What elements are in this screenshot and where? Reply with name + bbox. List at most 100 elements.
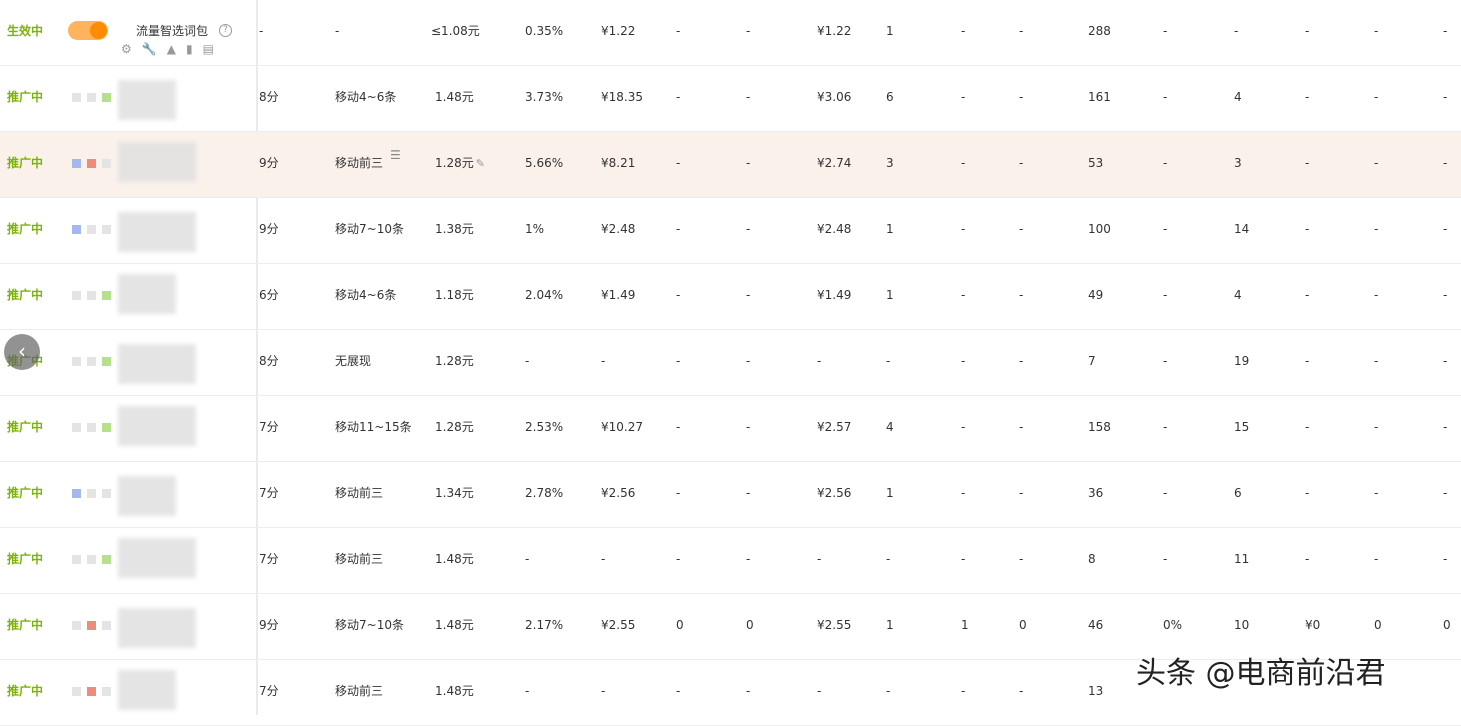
table-cell: -	[746, 264, 750, 329]
table-cell: -	[676, 24, 681, 38]
cell-text: -	[961, 552, 966, 566]
cell-text: -	[961, 90, 966, 104]
table-cell[interactable]: 1.28元	[435, 396, 474, 461]
marker-square	[87, 621, 96, 630]
cell-text: -	[676, 288, 681, 302]
table-cell: -	[259, 24, 264, 38]
cell-text: -	[601, 354, 606, 368]
chart-icon[interactable]: ▲	[166, 42, 176, 56]
marker-square	[87, 291, 96, 300]
marker-square	[87, 357, 96, 366]
cell-text: -	[817, 684, 822, 698]
cell-text: ¥2.48	[817, 222, 852, 236]
cell-text: -	[961, 222, 966, 236]
table-cell: -	[746, 198, 750, 263]
cell-text: 6	[886, 90, 894, 104]
table-cell: 19	[1234, 330, 1249, 395]
status-label: 推广中	[7, 90, 44, 104]
cell-text: -	[1305, 156, 1310, 170]
table-cell[interactable]: 1.48元	[435, 594, 474, 659]
cell-text: 0	[676, 618, 684, 632]
table-cell: ¥10.27	[601, 396, 643, 461]
cell-text: -	[1019, 222, 1024, 236]
cell-text: -	[676, 552, 681, 566]
clipboard-icon[interactable]: ▤	[202, 42, 214, 56]
table-cell[interactable]: 1.38元	[435, 198, 474, 263]
cell-text: -	[676, 222, 681, 236]
table-row: 推广中 9分 移动前三 ☰ 1.28元 ✎ 5.66% ¥8.21 - - ¥2.74 3 - - 53 - 3…	[0, 132, 1461, 198]
table-cell: 0%	[1163, 594, 1182, 659]
table-cell: -	[1305, 528, 1309, 593]
table-cell: 36	[1088, 462, 1103, 527]
cell-text: -	[1163, 288, 1168, 302]
table-cell: -	[1163, 396, 1167, 461]
cell-text: 1.28元	[435, 420, 474, 434]
marker-square	[72, 489, 81, 498]
table-cell[interactable]: 1.18元	[435, 264, 474, 329]
cell-text: -	[1443, 288, 1448, 302]
table-row: 推广中 7分 移动前三 1.34元 2.78% ¥2.56 - - ¥2.56 1 - - 36 - 6 - -…	[0, 462, 1461, 528]
table-cell: -	[1019, 66, 1023, 131]
prev-button[interactable]: ‹	[4, 334, 40, 370]
table-cell: ¥2.57	[817, 396, 851, 461]
cell-text: 15	[1234, 420, 1250, 434]
redacted-keyword	[118, 476, 176, 516]
table-cell: -	[961, 66, 965, 131]
redacted-keyword	[118, 212, 196, 252]
status-label: 推广中	[7, 684, 44, 698]
list-icon[interactable]: ☰	[390, 148, 401, 162]
table-cell: -	[1305, 66, 1309, 131]
gear-icon[interactable]: ⚙	[121, 42, 132, 56]
table-cell[interactable]: 1.34元	[435, 462, 474, 527]
table-cell: 4	[886, 396, 894, 461]
table-cell: 移动11~15条	[335, 396, 412, 461]
cell-text: -	[1163, 420, 1168, 434]
table-cell[interactable]: 1.48元	[435, 66, 474, 131]
table-cell: 2.17%	[525, 594, 563, 659]
status-label: 推广中	[7, 486, 44, 500]
table-cell: -	[1443, 264, 1447, 329]
cell-text: 9分	[259, 618, 279, 632]
table-cell: -	[335, 24, 340, 38]
marker-square	[102, 357, 111, 366]
package-name: 流量智选词包	[136, 24, 209, 38]
help-icon[interactable]: ?	[219, 24, 232, 37]
table-cell: -	[1019, 660, 1023, 725]
table-cell: -	[676, 198, 680, 263]
cell-text: 3.73%	[525, 90, 564, 104]
table-cell: 0	[1443, 594, 1451, 659]
marker-square	[102, 93, 111, 102]
cell-text: -	[1374, 90, 1379, 104]
table-cell: ¥2.56	[601, 462, 635, 527]
cell-text: 1.48元	[435, 684, 474, 698]
package-toggle[interactable]	[68, 21, 108, 40]
cell-text: -	[746, 486, 751, 500]
cell-text: -	[1163, 156, 1168, 170]
table-cell: -	[746, 132, 750, 197]
cell-text: -	[601, 552, 606, 566]
bar-chart-icon[interactable]: ▮	[185, 42, 193, 56]
table-cell[interactable]: 1.48元	[435, 660, 474, 725]
table-cell[interactable]: 1.28元 ✎	[435, 132, 485, 197]
cell-text: -	[1305, 222, 1310, 236]
status-label: 推广中	[7, 552, 44, 566]
table-cell: 7分	[259, 528, 279, 593]
pencil-icon[interactable]: ✎	[475, 157, 485, 170]
wrench-icon[interactable]: 🔧	[141, 42, 157, 56]
table-row-package: 生效中 流量智选词包? ⚙ 🔧 ▲ ▮ ▤ - - ≤1.08元 0.35% ¥1.22 - - ¥1.22…	[0, 0, 1461, 66]
cell-text: 1	[886, 486, 894, 500]
cell-text: 2.78%	[525, 486, 564, 500]
table-cell: -	[961, 198, 965, 263]
status-label: 生效中	[7, 24, 44, 38]
table-cell[interactable]: 1.48元	[435, 528, 474, 593]
cell-text: -	[1443, 552, 1448, 566]
cell-text: -	[961, 354, 966, 368]
cell-text: ¥2.57	[817, 420, 852, 434]
table-cell[interactable]: 1.28元	[435, 330, 474, 395]
table-cell: -	[746, 24, 751, 38]
cell-text: 3	[1234, 156, 1242, 170]
table-cell: 移动4~6条	[335, 66, 396, 131]
redacted-keyword	[118, 80, 176, 120]
cell-text: 100	[1088, 222, 1111, 236]
table-cell: -	[817, 330, 821, 395]
